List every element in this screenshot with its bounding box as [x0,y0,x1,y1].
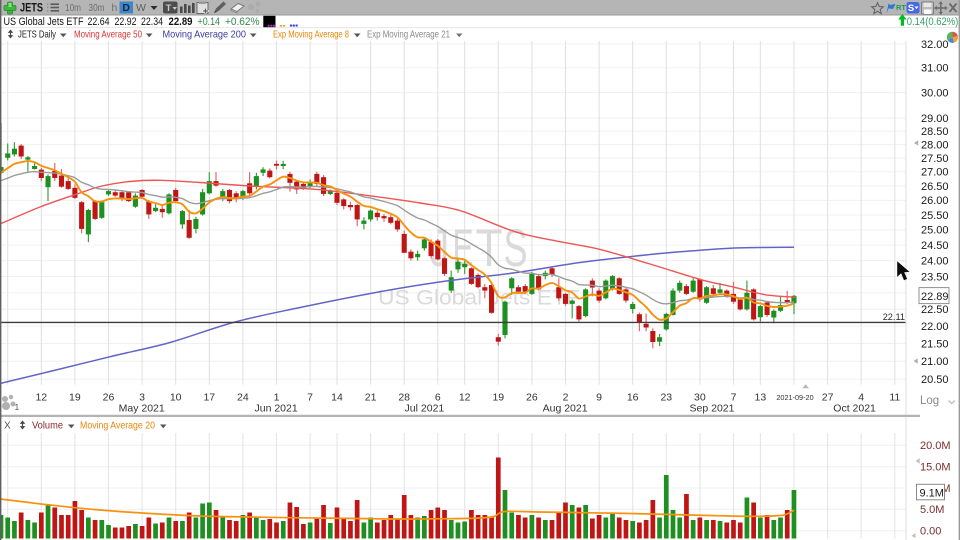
svg-text:May 2021: May 2021 [119,403,165,415]
svg-text:W: W [136,2,146,14]
svg-text:19: 19 [492,392,504,404]
svg-text:22.89: 22.89 [921,291,949,303]
svg-text:26: 26 [103,392,115,404]
svg-text:14: 14 [331,392,343,404]
svg-text:31.00: 31.00 [921,63,949,75]
svg-text:1: 1 [15,402,20,412]
svg-text:22.89: 22.89 [169,16,193,28]
svg-text:Jun 2021: Jun 2021 [254,403,297,415]
svg-text:21: 21 [365,392,377,404]
svg-text:Log: Log [920,395,939,407]
svg-text:9.1M: 9.1M [920,487,944,499]
svg-text:23.50: 23.50 [921,271,949,283]
svg-text:+0.14: +0.14 [198,16,221,28]
svg-text:23: 23 [660,392,672,404]
svg-text:22.34: 22.34 [141,16,163,28]
svg-text:X: X [4,420,11,431]
svg-text:26.00: 26.00 [921,195,949,207]
svg-text:22.11: 22.11 [883,312,905,322]
svg-text:26.50: 26.50 [921,181,949,193]
svg-text:28.50: 28.50 [921,126,949,138]
svg-text:13: 13 [755,392,767,404]
svg-text:27.00: 27.00 [921,167,949,179]
svg-text:Aug 2021: Aug 2021 [543,403,588,415]
svg-text:21.50: 21.50 [921,338,949,350]
svg-text:7: 7 [307,392,313,404]
svg-text:6: 6 [435,392,441,404]
svg-text:19: 19 [69,392,81,404]
svg-text:15.0M: 15.0M [920,462,951,474]
svg-text:20.0M: 20.0M [920,440,951,452]
svg-text:22.64: 22.64 [88,16,110,28]
svg-text:RT: RT [896,3,906,12]
svg-text:10m: 10m [65,2,81,14]
svg-text:22.92: 22.92 [115,16,137,28]
svg-text:25.50: 25.50 [921,210,949,222]
svg-text:24: 24 [237,392,249,404]
svg-text:Moving Average 50: Moving Average 50 [74,29,142,41]
svg-text:Moving Average 200: Moving Average 200 [163,29,247,41]
svg-text:24.00: 24.00 [921,255,949,267]
svg-text:12: 12 [459,392,471,404]
svg-text:30m: 30m [89,2,105,14]
svg-text:22.00: 22.00 [921,321,949,333]
svg-text:D: D [122,2,130,14]
svg-text:Jul 2021: Jul 2021 [405,403,445,415]
svg-text:30: 30 [694,392,706,404]
svg-text:26: 26 [526,392,538,404]
svg-text:T: T [166,3,172,14]
svg-text:24.50: 24.50 [921,240,949,252]
svg-text:21.00: 21.00 [921,356,949,368]
svg-text:1: 1 [274,392,280,404]
svg-text:2: 2 [563,392,569,404]
svg-text:27: 27 [822,392,834,404]
svg-text:5.0M: 5.0M [920,504,944,516]
svg-text:Exp Moving Average 21: Exp Moving Average 21 [367,29,450,41]
svg-text:12: 12 [35,392,47,404]
svg-text:Exp Moving Average 8: Exp Moving Average 8 [273,29,349,41]
svg-text:2021-09-20: 2021-09-20 [776,393,813,402]
svg-text:Sep 2021: Sep 2021 [690,403,735,415]
svg-text:Volume: Volume [32,419,63,431]
svg-text:Oct 2021: Oct 2021 [833,403,876,415]
svg-text:27.50: 27.50 [921,153,949,165]
svg-text:US Global Jets ETF: US Global Jets ETF [378,287,580,310]
svg-text:h: h [112,2,118,14]
svg-text:JETS: JETS [20,3,43,15]
svg-text:30.00: 30.00 [921,87,949,99]
svg-text:17: 17 [203,392,215,404]
svg-text:25.00: 25.00 [921,225,949,237]
svg-text:3: 3 [139,392,145,404]
svg-text:0.14(0.62%): 0.14(0.62%) [907,16,959,28]
svg-text:32.00: 32.00 [921,39,949,51]
svg-text:22.50: 22.50 [921,304,949,316]
svg-text:US Global Jets ETF: US Global Jets ETF [4,16,84,28]
svg-text:16: 16 [627,392,639,404]
svg-text:9: 9 [596,392,602,404]
svg-text:20.50: 20.50 [921,374,949,386]
svg-text:Moving Average 20: Moving Average 20 [80,419,155,431]
svg-text:7: 7 [731,392,737,404]
svg-text:0.00: 0.00 [920,526,941,538]
svg-text:28: 28 [398,392,410,404]
svg-text:+0.62%: +0.62% [225,16,260,28]
svg-text:28.00: 28.00 [921,139,949,151]
svg-text:4: 4 [858,392,864,404]
svg-text:10: 10 [170,392,182,404]
svg-text:11: 11 [889,392,900,404]
svg-text:29.00: 29.00 [921,113,949,125]
svg-text:S: S [908,3,914,14]
svg-text:JETS Daily: JETS Daily [18,29,57,41]
